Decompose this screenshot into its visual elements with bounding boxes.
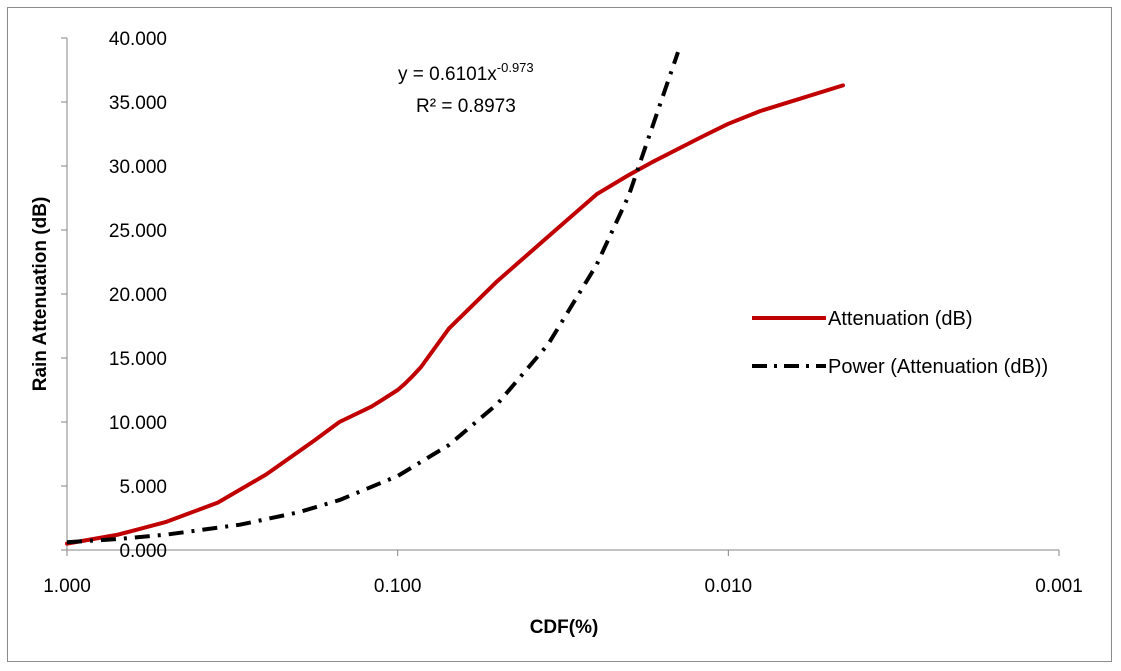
axes-group: [66, 38, 1059, 551]
x-tick-label: 1.000: [43, 576, 91, 597]
legend-item-attenuation: Attenuation (dB): [752, 308, 973, 330]
x-ticks-group: 1.000 0.100 0.010 0.001: [43, 550, 1083, 597]
legend: Attenuation (dB) Power (Attenuation (dB)…: [752, 308, 1048, 378]
y-tick-label: 40.000: [109, 29, 167, 50]
y-tick-label: 5.000: [119, 477, 167, 498]
legend-label-attenuation: Attenuation (dB): [828, 308, 973, 330]
y-ticks-group: 0.000 5.000 10.000 15.000 20.000 25.000 30.000…: [61, 29, 167, 562]
x-tick-label: 0.010: [705, 576, 753, 597]
legend-label-power: Power (Attenuation (dB)): [828, 356, 1048, 378]
y-tick-label: 20.000: [109, 285, 167, 306]
legend-item-power: Power (Attenuation (dB)): [752, 356, 1048, 378]
series-group: [65, 51, 845, 546]
x-tick-label: 0.100: [374, 576, 422, 597]
r-squared-text: R² = 0.8973: [416, 96, 516, 117]
y-tick-label: 10.000: [109, 413, 167, 434]
y-tick-label: 35.000: [109, 93, 167, 114]
equation-exponent: -0.973: [497, 60, 534, 75]
x-tick-label: 0.001: [1035, 576, 1083, 597]
attenuation-series-line: [65, 83, 845, 546]
y-tick-label: 30.000: [109, 157, 167, 178]
equation-line: y = 0.6101x-0.973: [398, 60, 534, 85]
chart-frame: [7, 7, 1112, 662]
y-tick-label: 25.000: [109, 221, 167, 242]
y-tick-label: 0.000: [119, 541, 167, 562]
y-tick-label: 15.000: [109, 349, 167, 370]
equation-main: y = 0.6101x: [398, 64, 497, 85]
y-axis-title: Rain Attenuation (dB): [30, 197, 51, 392]
x-axis-title: CDF(%): [530, 617, 599, 638]
trendline-equation: y = 0.6101x-0.973 R² = 0.8973: [398, 60, 534, 117]
